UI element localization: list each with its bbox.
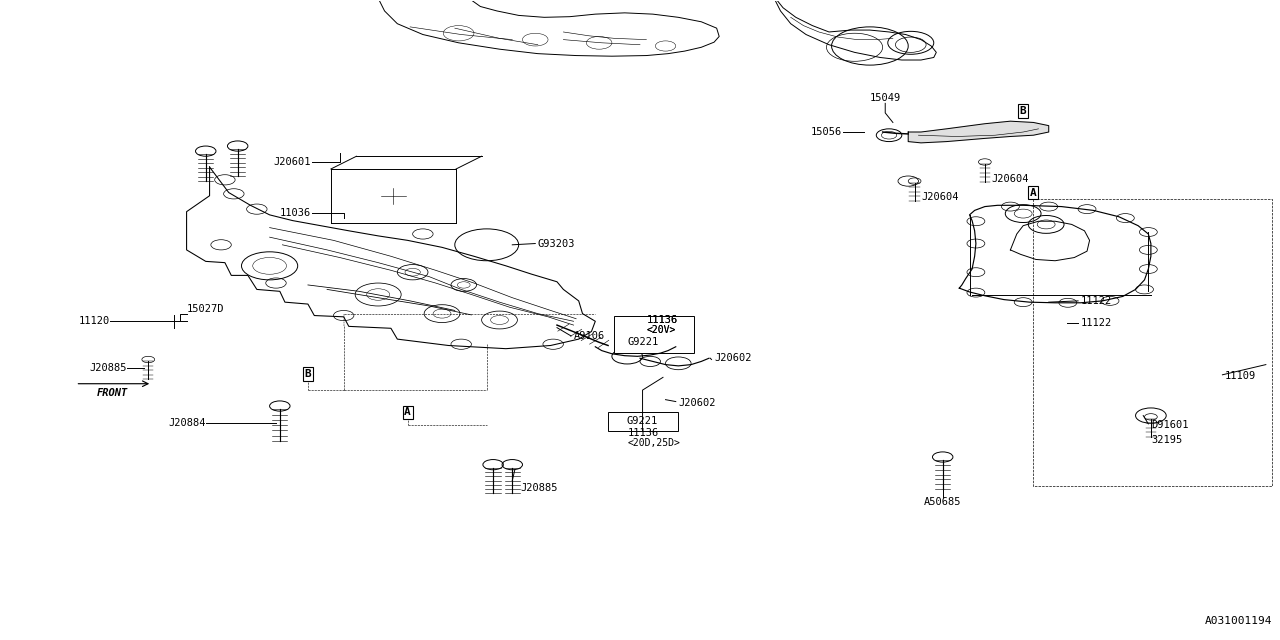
Text: B: B bbox=[1020, 106, 1027, 116]
Text: A50685: A50685 bbox=[924, 497, 961, 507]
Text: <20V>: <20V> bbox=[646, 324, 676, 335]
Text: J20602: J20602 bbox=[678, 398, 716, 408]
Text: 11120: 11120 bbox=[78, 316, 110, 326]
Text: 15056: 15056 bbox=[810, 127, 842, 137]
Text: <20D,25D>: <20D,25D> bbox=[627, 438, 680, 448]
Text: J20604: J20604 bbox=[922, 192, 959, 202]
Text: J20884: J20884 bbox=[168, 418, 206, 428]
Text: G9221: G9221 bbox=[627, 337, 658, 347]
FancyBboxPatch shape bbox=[614, 316, 694, 353]
FancyBboxPatch shape bbox=[608, 412, 678, 431]
Polygon shape bbox=[909, 121, 1048, 143]
Text: 11036: 11036 bbox=[279, 208, 311, 218]
Text: 15049: 15049 bbox=[869, 93, 901, 103]
Text: B: B bbox=[305, 369, 311, 379]
Text: A9106: A9106 bbox=[573, 331, 605, 341]
Text: G93203: G93203 bbox=[538, 239, 575, 248]
Text: J20601: J20601 bbox=[273, 157, 311, 167]
Text: 15027D: 15027D bbox=[187, 303, 224, 314]
Text: D91601: D91601 bbox=[1151, 420, 1188, 430]
Text: G9221: G9221 bbox=[627, 416, 658, 426]
Text: 11109: 11109 bbox=[1225, 371, 1256, 381]
Text: 11122: 11122 bbox=[1080, 318, 1112, 328]
Text: J20885: J20885 bbox=[90, 364, 127, 373]
Text: J20602: J20602 bbox=[714, 353, 751, 364]
Text: A: A bbox=[1030, 188, 1037, 198]
Text: <20V>: <20V> bbox=[646, 324, 676, 335]
Text: 11136: 11136 bbox=[646, 315, 677, 325]
Text: FRONT: FRONT bbox=[97, 388, 128, 398]
Text: 11122: 11122 bbox=[1080, 296, 1112, 306]
Text: J20604: J20604 bbox=[991, 173, 1029, 184]
Text: 32195: 32195 bbox=[1151, 435, 1183, 445]
Text: J20885: J20885 bbox=[520, 483, 558, 493]
Text: A031001194: A031001194 bbox=[1204, 616, 1272, 626]
Text: 11136: 11136 bbox=[627, 428, 658, 438]
Text: 11136: 11136 bbox=[646, 315, 677, 325]
Text: A: A bbox=[404, 408, 411, 417]
